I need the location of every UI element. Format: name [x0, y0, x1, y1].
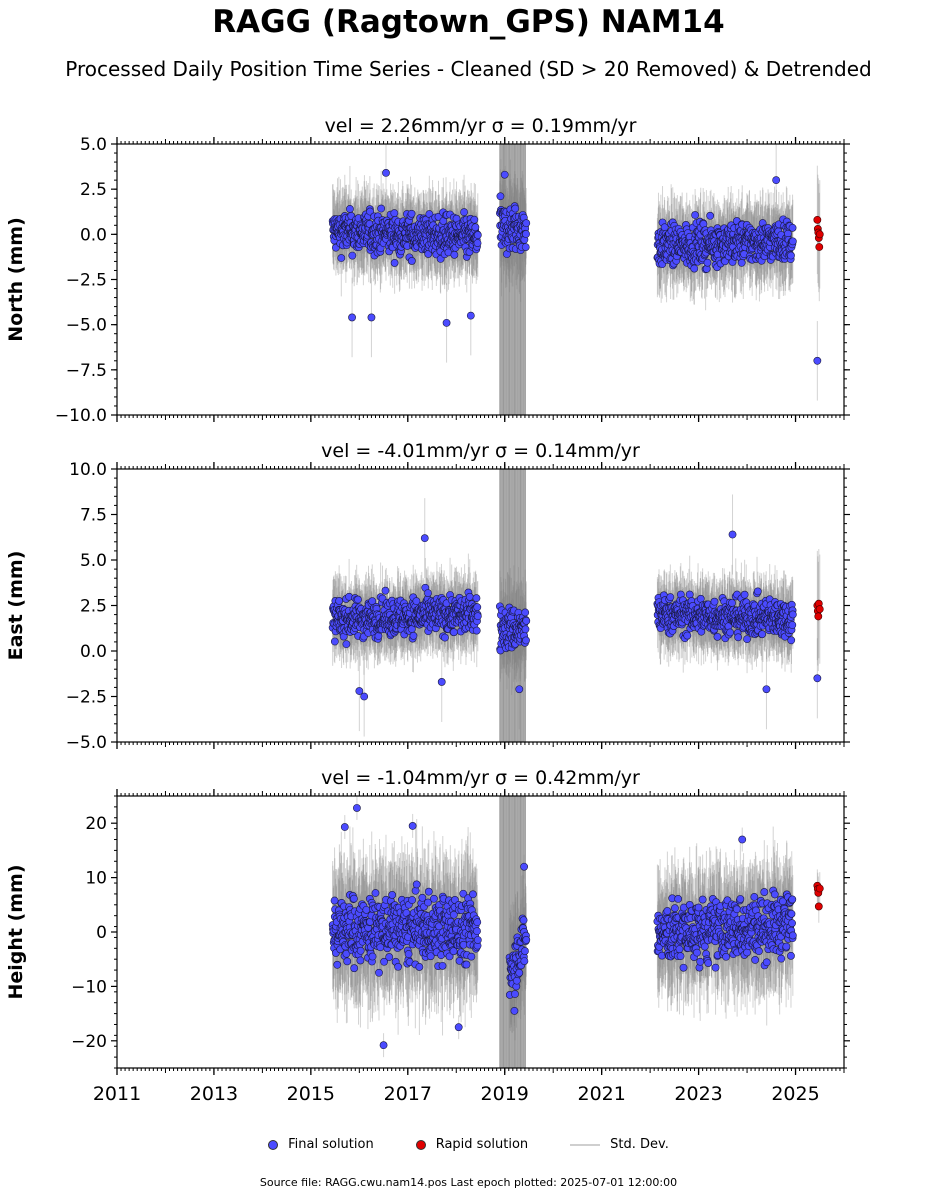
final-point: [470, 215, 479, 224]
y-tick-label: −7.5: [66, 361, 107, 381]
final-point: [740, 590, 749, 599]
final-point: [472, 626, 481, 635]
final-point: [465, 592, 474, 601]
final-point: [412, 597, 421, 606]
final-point: [330, 637, 339, 646]
rapid-point: [815, 230, 824, 239]
final-point: [472, 594, 481, 603]
final-point: [511, 204, 520, 213]
final-point: [522, 616, 531, 625]
final-point: [473, 603, 482, 612]
final-point: [666, 593, 675, 602]
final-point: [713, 632, 722, 641]
final-point: [348, 251, 357, 260]
final-point: [690, 264, 699, 273]
final-point: [743, 635, 751, 644]
final-point: [706, 211, 715, 220]
final-point: [450, 250, 459, 259]
final-point: [473, 231, 482, 239]
final-point: [522, 230, 530, 238]
final-point: [522, 219, 531, 228]
final-point: [471, 223, 480, 232]
plot-area: [328, 144, 824, 415]
final-point: [342, 640, 351, 649]
final-point: [473, 239, 482, 247]
final-point: [710, 597, 719, 606]
final-point: [367, 313, 376, 322]
final-point: [496, 192, 505, 201]
final-point: [390, 209, 399, 218]
final-point: [521, 625, 530, 634]
final-point: [813, 356, 822, 365]
stddev-bars: [332, 144, 821, 401]
y-tick-label: 5.0: [80, 135, 107, 155]
final-point: [660, 223, 669, 232]
y-tick-label: −5.0: [66, 316, 107, 336]
y-tick-label: −10.0: [55, 406, 107, 426]
final-point: [424, 589, 432, 597]
final-point: [521, 608, 530, 617]
final-point: [685, 590, 694, 599]
panel-title: vel = 2.26mm/yr σ = 0.19mm/yr: [325, 115, 637, 137]
final-point: [728, 599, 736, 607]
chart-title: RAGG (Ragtown_GPS) NAM14: [212, 4, 725, 40]
final-point: [466, 311, 475, 320]
final-point: [473, 612, 482, 621]
final-point: [374, 632, 383, 640]
final-point: [788, 223, 797, 232]
y-tick-label: 2.5: [80, 180, 107, 200]
final-point: [737, 258, 746, 267]
final-point: [337, 254, 346, 262]
final-point: [772, 176, 781, 185]
final-point: [390, 259, 399, 267]
time-series-plots: −10.0 −7.5 −5.0 −2.5 0.0 2.5 5.0 vel = 2.26mm/y…: [5, 115, 850, 1105]
final-point: [377, 204, 386, 213]
final-point: [335, 597, 344, 605]
final-point: [521, 243, 530, 251]
final-point: [348, 313, 356, 322]
y-tick-label: 0.0: [80, 225, 107, 245]
final-point: [726, 628, 735, 637]
final-point: [409, 631, 418, 640]
final-point: [691, 211, 699, 219]
stddev-spike: [499, 144, 526, 415]
final-point: [407, 209, 416, 218]
final-point: [683, 631, 692, 640]
final-point: [788, 237, 797, 246]
final-point: [522, 636, 530, 645]
final-point: [734, 633, 743, 642]
final-point: [460, 208, 468, 217]
y-axis-label: North (mm): [5, 217, 27, 342]
panel-north: −10.0 −7.5 −5.0 −2.5 0.0 2.5 5.0 vel = 2.26mm/y…: [5, 115, 850, 426]
final-point: [354, 595, 362, 604]
final-point: [381, 586, 390, 595]
final-point: [382, 169, 390, 177]
final-point: [449, 628, 458, 637]
rapid-solution-points: [813, 215, 824, 251]
final-point: [500, 170, 509, 179]
stddev-spike: [499, 469, 526, 742]
y-tick-label: −2.5: [66, 271, 107, 291]
plot-area: [328, 469, 824, 742]
rapid-point: [813, 215, 822, 224]
final-point: [346, 205, 354, 213]
final-point: [703, 258, 712, 267]
final-point: [407, 257, 416, 265]
final-point: [442, 318, 451, 327]
rapid-point: [815, 243, 824, 251]
chart-subtitle: Processed Daily Position Time Series - C…: [65, 57, 872, 81]
final-point: [441, 633, 449, 642]
final-solution-points: [328, 530, 822, 701]
final-point: [787, 251, 795, 260]
final-solution-points: [328, 169, 822, 365]
